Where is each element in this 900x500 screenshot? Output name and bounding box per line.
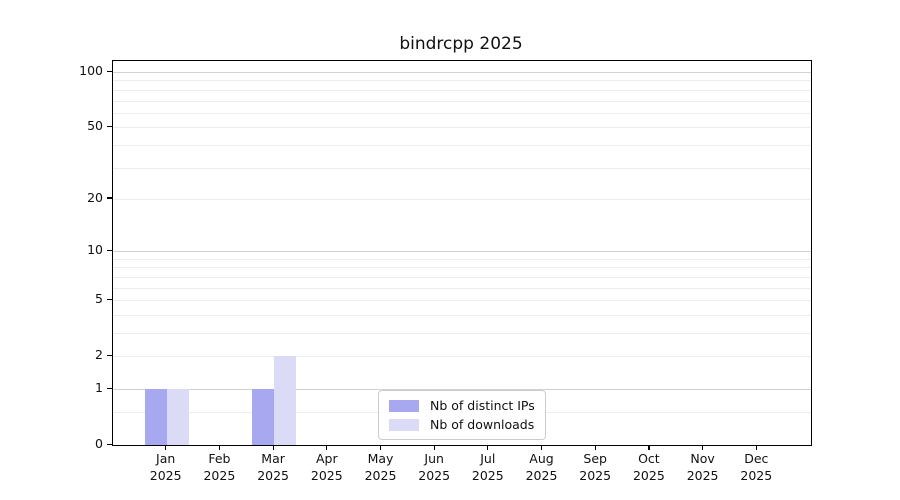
x-tick-year-apr: 2025 xyxy=(310,468,343,483)
x-tick-label-sep: Sep 2025 xyxy=(560,450,630,484)
y-tick-label-5: 5 xyxy=(95,291,103,307)
legend-swatch-nb-of-downloads xyxy=(389,418,419,431)
x-tick-month-nov: Nov xyxy=(690,451,715,466)
x-tick-year-jan: 2025 xyxy=(149,468,182,483)
x-tick-month-sep: Sep xyxy=(583,451,607,466)
y-tick-label-20: 20 xyxy=(87,189,103,205)
x-tick-year-oct: 2025 xyxy=(632,468,665,483)
x-tick-apr xyxy=(326,445,328,451)
legend-entry-nb-of-downloads: Nb of downloads xyxy=(389,415,537,434)
gridline-minor-6 xyxy=(113,287,811,289)
gridline-major-1 xyxy=(113,389,811,390)
x-tick-dec xyxy=(755,445,757,451)
gridline-major-100 xyxy=(113,72,811,73)
x-tick-jul xyxy=(487,445,489,451)
x-tick-label-dec: Dec 2025 xyxy=(721,450,791,484)
y-tick-label-0: 0 xyxy=(95,436,103,451)
y-tick-50 xyxy=(107,125,112,127)
x-tick-label-apr: Apr 2025 xyxy=(292,450,362,484)
y-tick-label-100: 100 xyxy=(79,63,103,78)
x-tick-nov xyxy=(702,445,704,451)
x-tick-month-oct: Oct xyxy=(638,451,660,466)
x-tick-year-jun: 2025 xyxy=(418,468,451,483)
gridline-major-10 xyxy=(113,251,811,253)
legend-label-nb-of-downloads: Nb of downloads xyxy=(430,417,535,432)
x-tick-label-may: May 2025 xyxy=(346,450,416,484)
y-tick-10 xyxy=(107,249,112,251)
x-tick-label-aug: Aug 2025 xyxy=(507,450,577,484)
gridline-minor-60 xyxy=(113,112,811,114)
bar-nb-of-distinct-ips-mar xyxy=(252,389,275,445)
y-tick-0 xyxy=(107,443,112,445)
legend-entry-nb-of-distinct-ips: Nb of distinct IPs xyxy=(389,396,537,415)
x-tick-year-jul: 2025 xyxy=(471,468,504,483)
y-tick-label-1: 1 xyxy=(95,380,103,395)
x-tick-oct xyxy=(648,445,650,451)
y-tick-label-10: 10 xyxy=(87,242,103,258)
x-tick-mar xyxy=(272,445,274,451)
x-tick-month-jun: Jun xyxy=(424,451,444,466)
y-tick-2 xyxy=(107,354,112,356)
y-tick-label-50: 50 xyxy=(87,118,103,134)
x-tick-sep xyxy=(594,445,596,451)
x-tick-jan xyxy=(165,445,167,451)
x-tick-month-dec: Dec xyxy=(744,451,769,466)
x-tick-year-may: 2025 xyxy=(364,468,397,483)
x-tick-year-nov: 2025 xyxy=(686,468,719,483)
gridline-minor-50 xyxy=(113,127,811,129)
x-tick-label-nov: Nov 2025 xyxy=(668,450,738,484)
gridline-minor-7 xyxy=(113,276,811,278)
chart-title: bindrcpp 2025 xyxy=(399,34,523,54)
bar-nb-of-downloads-mar xyxy=(274,356,297,445)
x-tick-year-sep: 2025 xyxy=(579,468,612,483)
x-tick-label-jan: Jan 2025 xyxy=(131,450,201,484)
gridline-minor-90 xyxy=(113,80,811,82)
x-tick-year-aug: 2025 xyxy=(525,468,558,483)
x-tick-month-aug: Aug xyxy=(529,451,554,466)
x-tick-month-apr: Apr xyxy=(315,451,338,466)
x-tick-label-jun: Jun 2025 xyxy=(399,450,469,484)
bar-nb-of-distinct-ips-jan xyxy=(144,389,167,445)
gridline-minor-80 xyxy=(113,89,811,91)
x-tick-aug xyxy=(540,445,543,451)
y-tick-1 xyxy=(107,387,112,389)
gridline-minor-9 xyxy=(113,258,811,260)
gridline-minor-20 xyxy=(113,198,811,200)
y-tick-20 xyxy=(107,197,112,199)
x-tick-month-feb: Feb xyxy=(208,451,231,466)
legend-swatch-nb-of-distinct-ips xyxy=(389,399,419,412)
gridline-minor-70 xyxy=(113,100,811,102)
legend-label-nb-of-distinct-ips: Nb of distinct IPs xyxy=(430,398,535,413)
x-tick-jun xyxy=(433,445,435,451)
y-tick-100 xyxy=(107,70,112,72)
x-tick-month-mar: Mar xyxy=(261,451,285,466)
x-tick-feb xyxy=(218,445,221,451)
gridline-minor-40 xyxy=(113,144,811,146)
x-tick-label-mar: Mar 2025 xyxy=(238,450,308,484)
x-tick-may xyxy=(379,445,382,451)
gridline-minor-2 xyxy=(113,356,811,358)
gridline-minor-8 xyxy=(113,267,811,269)
gridline-minor-4 xyxy=(113,314,811,316)
x-tick-label-oct: Oct 2025 xyxy=(614,450,684,484)
y-tick-5 xyxy=(107,298,112,300)
x-tick-month-may: May xyxy=(367,451,394,466)
x-tick-month-jan: Jan xyxy=(156,451,176,466)
x-tick-year-feb: 2025 xyxy=(203,468,236,483)
x-tick-year-dec: 2025 xyxy=(740,468,773,483)
gridline-minor-5 xyxy=(113,300,811,302)
plot-area xyxy=(112,60,812,446)
x-tick-label-jul: Jul 2025 xyxy=(453,450,523,484)
x-tick-label-feb: Feb 2025 xyxy=(184,450,254,484)
gridline-minor-3 xyxy=(113,333,811,334)
x-tick-year-mar: 2025 xyxy=(257,468,289,483)
x-tick-month-jul: Jul xyxy=(480,451,496,466)
y-tick-label-2: 2 xyxy=(95,347,103,363)
legend: Nb of distinct IPs Nb of downloads xyxy=(378,390,546,440)
gridline-minor-30 xyxy=(113,167,811,169)
bar-nb-of-downloads-jan xyxy=(166,389,189,445)
